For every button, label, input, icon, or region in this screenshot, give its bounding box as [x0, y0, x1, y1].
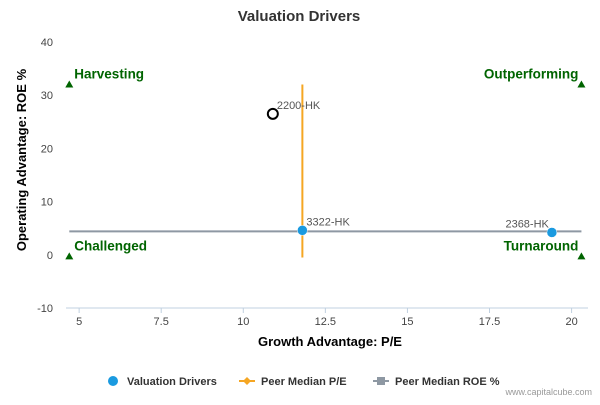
- data-point-label: 3322-HK: [306, 216, 350, 228]
- data-point[interactable]: [266, 107, 279, 120]
- data-points: 2200-HK 3322-HK 2368-HK: [266, 100, 558, 238]
- axes-layer: 5 7.5 10 12.5 15 17.5 20 -10 0 10 20 30 40: [37, 37, 588, 328]
- chart-title: Valuation Drivers: [238, 8, 361, 25]
- credit-text: www.capitalcube.com: [504, 387, 592, 397]
- legend-label: Valuation Drivers: [127, 376, 217, 388]
- legend-label: Peer Median P/E: [261, 376, 347, 388]
- y-axis-title: Operating Advantage: ROE %: [14, 68, 29, 251]
- quadrant-marker: [577, 80, 586, 88]
- legend-square-icon: [377, 377, 385, 385]
- x-axis-title: Growth Advantage: P/E: [258, 334, 402, 349]
- y-tick-label: 0: [47, 250, 53, 262]
- x-tick-label: 15: [401, 316, 413, 328]
- x-tick-label: 17.5: [479, 316, 500, 328]
- legend: Valuation Drivers Peer Median P/E Peer Med…: [108, 376, 500, 388]
- legend-item[interactable]: Peer Median ROE %: [373, 376, 500, 388]
- legend-item[interactable]: Valuation Drivers: [108, 376, 217, 388]
- y-tick-label: 10: [41, 197, 53, 209]
- quadrant-label-outperforming: Outperforming: [484, 67, 579, 82]
- quadrant-labels: Harvesting Outperforming Challenged Turnaro…: [65, 67, 586, 260]
- data-point-label: 2368-HK: [505, 218, 549, 230]
- legend-diamond-icon: [243, 377, 251, 385]
- quadrant-marker: [577, 252, 586, 260]
- data-point[interactable]: [297, 225, 308, 236]
- legend-item[interactable]: Peer Median P/E: [239, 376, 347, 388]
- data-point[interactable]: [546, 227, 558, 238]
- x-tick-label: 7.5: [154, 316, 169, 328]
- y-tick-label: 20: [41, 143, 53, 155]
- y-tick-label: 30: [41, 90, 53, 102]
- quadrant-marker: [65, 80, 74, 88]
- x-tick-label: 10: [237, 316, 249, 328]
- quadrant-label-turnaround: Turnaround: [504, 238, 579, 253]
- y-tick-label: 40: [41, 37, 53, 49]
- quadrant-marker: [65, 252, 74, 260]
- quadrant-label-challenged: Challenged: [74, 238, 147, 253]
- x-tick-label: 12.5: [315, 316, 336, 328]
- legend-label: Peer Median ROE %: [395, 376, 500, 388]
- x-tick-label: 5: [76, 316, 82, 328]
- legend-circle-icon: [108, 376, 118, 386]
- y-tick-label: -10: [37, 303, 53, 315]
- peer-median-lines: [69, 84, 582, 258]
- data-point-label: 2200-HK: [277, 100, 321, 112]
- quadrant-label-harvesting: Harvesting: [74, 67, 144, 82]
- x-tick-label: 20: [565, 316, 577, 328]
